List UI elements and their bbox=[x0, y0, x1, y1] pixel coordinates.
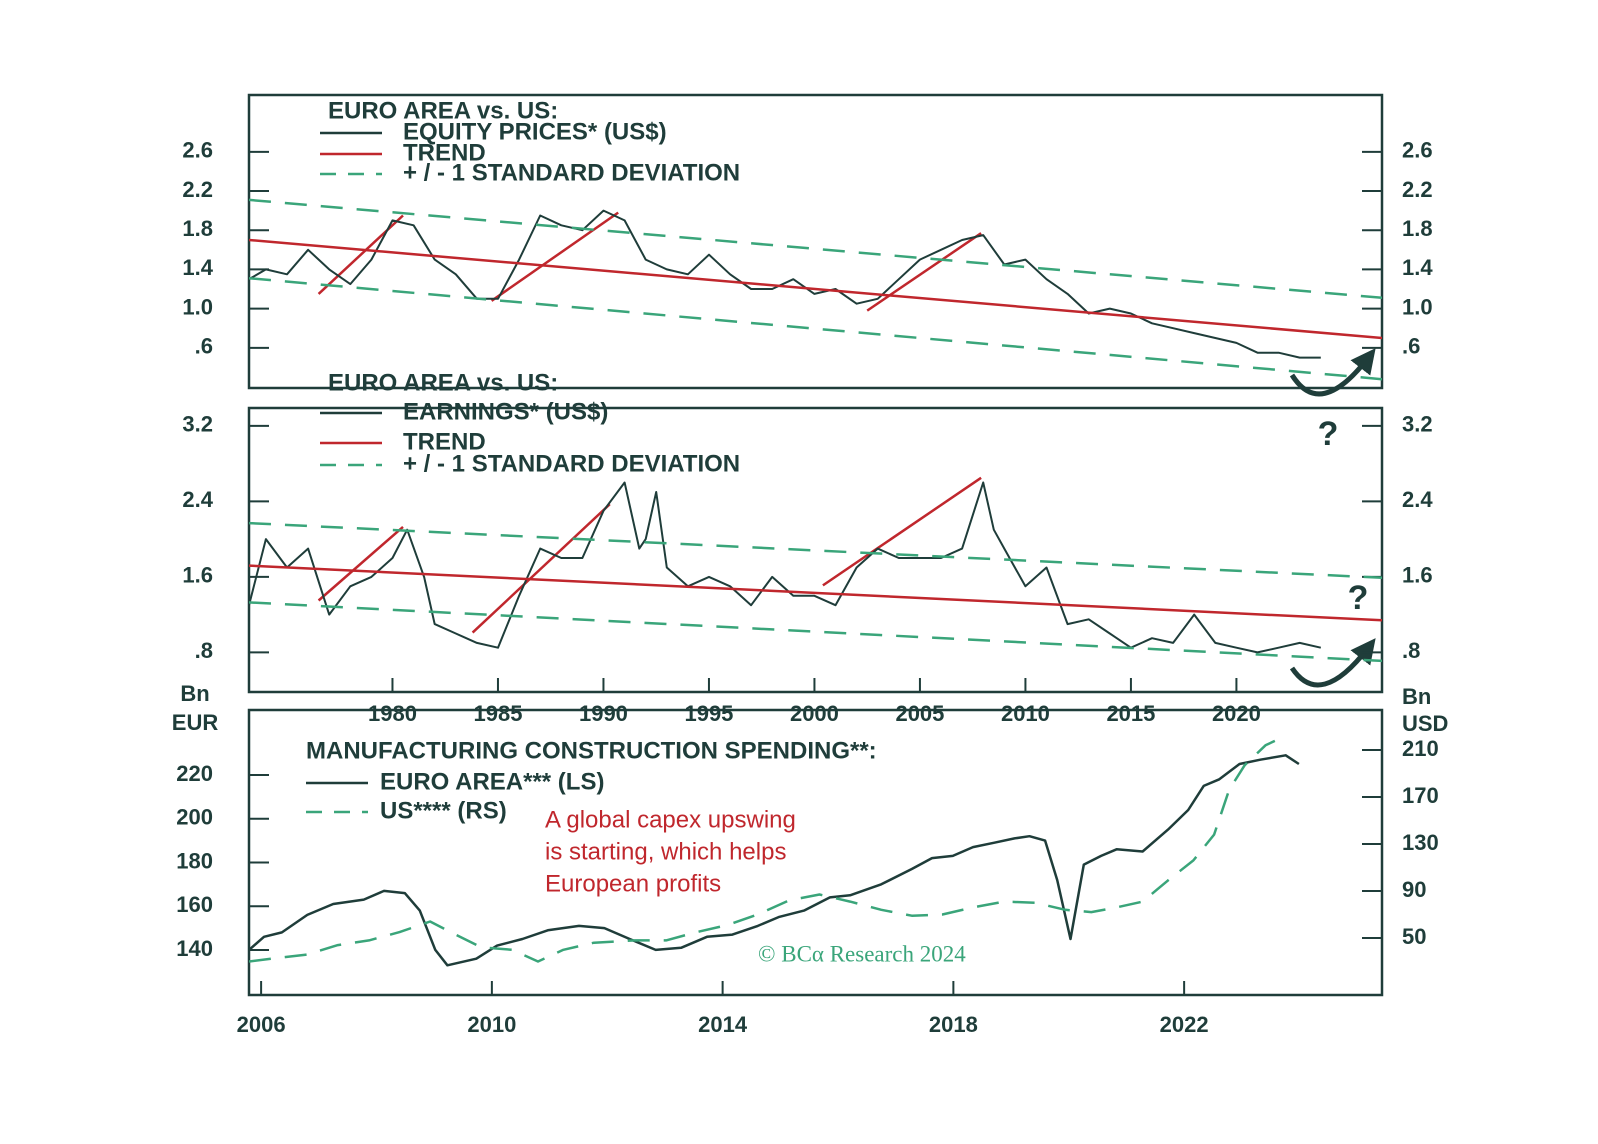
legend-label: + / - 1 STANDARD DEVIATION bbox=[403, 450, 740, 477]
annotation: ? bbox=[1348, 579, 1369, 617]
legend-title: MANUFACTURING CONSTRUCTION SPENDING**: bbox=[306, 737, 877, 764]
x-tick-label: 2015 bbox=[1106, 701, 1155, 726]
y2-tick-label: 50 bbox=[1402, 924, 1426, 949]
trend-segment bbox=[866, 232, 982, 312]
y2-axis-label: USD bbox=[1402, 711, 1448, 736]
legend-label: EURO AREA*** (LS) bbox=[380, 768, 604, 795]
arrow bbox=[1289, 348, 1376, 397]
y2-tick-label: 90 bbox=[1402, 877, 1426, 902]
annotation: European profits bbox=[545, 870, 721, 897]
y-tick-label: 2.6 bbox=[1402, 138, 1433, 163]
y-tick-label: 2.2 bbox=[1402, 177, 1433, 202]
plot-frame bbox=[247, 406, 1384, 694]
x-tick-label: 2000 bbox=[790, 701, 839, 726]
y-tick-label: 1.4 bbox=[182, 255, 213, 280]
annotation: is starting, which helps bbox=[545, 838, 786, 865]
x-tick-label: 2022 bbox=[1160, 1012, 1209, 1037]
x-tick-label: 1995 bbox=[684, 701, 733, 726]
x-tick-label: 2005 bbox=[895, 701, 944, 726]
trend-segment bbox=[317, 525, 404, 602]
y-tick-label: 200 bbox=[176, 805, 213, 830]
legend-title: EURO AREA vs. US: bbox=[328, 97, 558, 124]
x-tick-label: 2006 bbox=[237, 1012, 286, 1037]
y2-tick-label: 130 bbox=[1402, 830, 1439, 855]
series-line bbox=[249, 198, 1382, 300]
y2-tick-label: 170 bbox=[1402, 783, 1439, 808]
x-tick-label: 2010 bbox=[467, 1012, 516, 1037]
x-tick-label: 2010 bbox=[1001, 701, 1050, 726]
legend-title: EURO AREA vs. US: bbox=[328, 369, 558, 396]
x-tick-label: 1985 bbox=[473, 701, 522, 726]
trend-segment bbox=[471, 503, 611, 634]
y-tick-label: 1.6 bbox=[1402, 563, 1433, 588]
x-tick-label: 2014 bbox=[698, 1012, 748, 1037]
y-tick-label: 1.4 bbox=[1402, 255, 1433, 280]
series-line bbox=[249, 737, 1282, 963]
series-line bbox=[249, 601, 1382, 663]
y2-axis-label: Bn bbox=[1402, 684, 1431, 709]
y-tick-label: 140 bbox=[176, 936, 213, 961]
y-tick-label: .6 bbox=[195, 334, 213, 359]
legend-label: TREND bbox=[403, 139, 486, 166]
y-tick-label: 1.0 bbox=[1402, 294, 1433, 319]
legend-label: US**** (RS) bbox=[380, 797, 507, 824]
arrow bbox=[1289, 638, 1376, 688]
y-tick-label: .8 bbox=[1402, 638, 1420, 663]
y-tick-label: 180 bbox=[176, 848, 213, 873]
source: © BCα Research 2024 bbox=[758, 941, 966, 966]
x-tick-label: 2018 bbox=[929, 1012, 978, 1037]
y-tick-label: 2.6 bbox=[182, 138, 213, 163]
trend-segment bbox=[317, 214, 404, 295]
y-tick-label: 160 bbox=[176, 892, 213, 917]
plot-frame bbox=[247, 93, 1384, 390]
annotation: ? bbox=[1318, 415, 1339, 453]
plot-frame bbox=[247, 708, 1384, 997]
y-tick-label: .6 bbox=[1402, 334, 1420, 359]
y-tick-label: 1.8 bbox=[182, 216, 213, 241]
x-tick-label: 2020 bbox=[1212, 701, 1261, 726]
series-line bbox=[249, 209, 1321, 359]
legend-label: TREND bbox=[403, 428, 486, 455]
series-line bbox=[249, 564, 1382, 622]
y-tick-label: 3.2 bbox=[1402, 412, 1433, 437]
y2-tick-label: 210 bbox=[1402, 736, 1439, 761]
trend-segment bbox=[490, 211, 619, 302]
legend-label: EQUITY PRICES* (US$) bbox=[403, 118, 667, 145]
y-tick-label: .8 bbox=[195, 638, 213, 663]
legend-label: + / - 1 STANDARD DEVIATION bbox=[403, 159, 740, 186]
series-line bbox=[249, 238, 1382, 340]
y-tick-label: 3.2 bbox=[182, 412, 213, 437]
x-tick-label: 1990 bbox=[579, 701, 628, 726]
series-line bbox=[249, 521, 1382, 580]
y-tick-label: 1.8 bbox=[1402, 216, 1433, 241]
annotation: A global capex upswing bbox=[545, 806, 796, 833]
y-tick-label: 2.4 bbox=[1402, 487, 1433, 512]
y-tick-label: 1.6 bbox=[182, 563, 213, 588]
legend-label: EARNINGS* (US$) bbox=[403, 398, 608, 425]
series-line bbox=[249, 276, 1382, 381]
y-tick-label: 1.0 bbox=[182, 294, 213, 319]
y-axis-label: Bn bbox=[180, 681, 209, 706]
x-tick-label: 1980 bbox=[368, 701, 417, 726]
series-line bbox=[249, 754, 1300, 967]
y-tick-label: 2.2 bbox=[182, 177, 213, 202]
trend-segment bbox=[822, 476, 982, 587]
y-tick-label: 220 bbox=[176, 761, 213, 786]
y-axis-label: EUR bbox=[172, 710, 219, 735]
y-tick-label: 2.4 bbox=[182, 487, 213, 512]
